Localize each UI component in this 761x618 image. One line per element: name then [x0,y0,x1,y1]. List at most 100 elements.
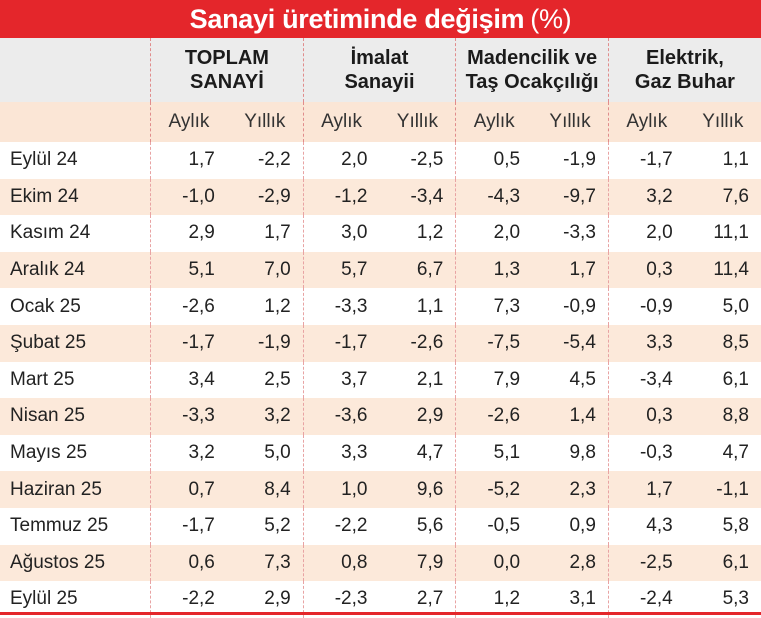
value-cell: -2,3 [302,581,380,618]
subheader-blank [0,102,151,142]
title-bar: Sanayi üretiminde değişim (%) [0,0,761,38]
value-cell: 5,2 [226,507,304,545]
value-cell: -0,9 [607,288,685,325]
value-cell: -3,4 [607,361,685,399]
row-label: Aralık 24 [0,251,151,289]
table-row: Mart 25 3,4 2,5 3,7 2,1 7,9 4,5 -3,4 6,1 [0,361,761,399]
value-cell: 5,1 [150,251,227,289]
row-label: Haziran 25 [0,471,151,508]
bottom-rule [0,612,761,615]
value-cell: 7,3 [455,288,533,325]
value-cell: -3,3 [302,288,380,325]
group-header-madencilik: Madencilik ve Taş Ocakçılığı [455,38,609,102]
table-row: Aralık 24 5,1 7,0 5,7 6,7 1,3 1,7 0,3 11,4 [0,251,761,289]
value-cell: 1,3 [455,251,533,289]
value-cell: -0,9 [532,288,609,325]
value-cell: 11,4 [684,251,761,289]
table-title-unit: (%) [530,3,572,34]
row-label: Ocak 25 [0,288,151,325]
table-body: Eylül 24 1,7 -2,2 2,0 -2,5 0,5 -1,9 -1,7 1,1 Ekim… [0,142,761,618]
value-cell: -0,5 [455,507,533,545]
value-cell: 1,7 [150,142,227,179]
group-header-line2: SANAYİ [190,71,264,93]
value-cell: 6,7 [379,251,456,289]
value-cell: -4,3 [455,178,533,216]
group-header-line2: Taş Ocakçılığı [465,71,599,93]
row-label: Nisan 25 [0,398,151,435]
group-header-toplam: TOPLAM SANAYİ [150,38,304,102]
group-header-line1: TOPLAM [184,47,269,69]
table-row: Haziran 25 0,7 8,4 1,0 9,6 -5,2 2,3 1,7 -1,1 [0,471,761,508]
row-label: Mart 25 [0,361,151,399]
corner-cell [0,38,151,102]
value-cell: 5,3 [684,581,761,618]
value-cell: -9,7 [532,178,609,216]
value-cell: 5,1 [455,434,533,472]
subheader-cell: Yıllık [684,102,761,142]
value-cell: 0,8 [302,544,380,582]
value-cell: 3,4 [150,361,227,399]
value-cell: -1,7 [302,324,380,362]
value-cell: 3,2 [607,178,685,216]
subheader-cell: Yıllık [532,102,609,142]
value-cell: 5,0 [226,434,304,472]
value-cell: 0,9 [532,507,609,545]
subheader-cell: Yıllık [226,102,304,142]
value-cell: 7,9 [379,544,456,582]
row-label: Eylül 24 [0,142,151,179]
value-cell: 1,4 [532,398,609,435]
value-cell: 2,9 [226,581,304,618]
group-header-imalat: İmalat Sanayii [302,38,456,102]
table-row: Mayıs 25 3,2 5,0 3,3 4,7 5,1 9,8 -0,3 4,7 [0,434,761,472]
group-header-line2: Sanayii [344,71,415,93]
value-cell: 5,7 [302,251,380,289]
value-cell: -7,5 [455,324,533,362]
group-header-line1: İmalat [350,47,409,69]
value-cell: -1,1 [684,471,761,508]
table-row: Kasım 24 2,9 1,7 3,0 1,2 2,0 -3,3 2,0 11,1 [0,215,761,252]
value-cell: 4,7 [684,434,761,472]
value-cell: 2,3 [532,471,609,508]
value-cell: 8,4 [226,471,304,508]
value-cell: 3,0 [302,215,380,252]
value-cell: 2,9 [150,215,227,252]
value-cell: 1,7 [607,471,685,508]
table-row: Ocak 25 -2,6 1,2 -3,3 1,1 7,3 -0,9 -0,9 5,0 [0,288,761,325]
value-cell: 2,8 [532,544,609,582]
subheader-cell: Aylık [455,102,533,142]
value-cell: -3,6 [302,398,380,435]
value-cell: 0,0 [455,544,533,582]
subheader-row: Aylık Yıllık Aylık Yıllık Aylık Yıllık A… [0,102,761,142]
value-cell: -1,7 [150,507,227,545]
row-label: Ağustos 25 [0,544,151,582]
value-cell: -1,0 [150,178,227,216]
table-row: Şubat 25 -1,7 -1,9 -1,7 -2,6 -7,5 -5,4 3,3 8,5 [0,324,761,362]
value-cell: 1,7 [532,251,609,289]
value-cell: 9,8 [532,434,609,472]
value-cell: 5,6 [379,507,456,545]
value-cell: 0,3 [607,251,685,289]
value-cell: -2,5 [379,142,456,179]
value-cell: -3,4 [379,178,456,216]
value-cell: 1,2 [379,215,456,252]
table-row: Ağustos 25 0,6 7,3 0,8 7,9 0,0 2,8 -2,5 6,1 [0,544,761,582]
value-cell: -2,4 [607,581,685,618]
group-header-elektrik: Elektrik, Gaz Buhar [607,38,761,102]
value-cell: -2,2 [226,142,304,179]
value-cell: 4,3 [607,507,685,545]
value-cell: 7,3 [226,544,304,582]
value-cell: 3,3 [607,324,685,362]
value-cell: 3,1 [532,581,609,618]
value-cell: -2,9 [226,178,304,216]
table-row: Ekim 24 -1,0 -2,9 -1,2 -3,4 -4,3 -9,7 3,2 7,6 [0,178,761,216]
value-cell: 2,9 [379,398,456,435]
group-header-line1: Madencilik ve [467,47,598,69]
value-cell: -1,7 [150,324,227,362]
value-cell: -1,2 [302,178,380,216]
value-cell: 1,2 [455,581,533,618]
value-cell: 1,7 [226,215,304,252]
row-label: Kasım 24 [0,215,151,252]
value-cell: 5,0 [684,288,761,325]
value-cell: -2,6 [455,398,533,435]
